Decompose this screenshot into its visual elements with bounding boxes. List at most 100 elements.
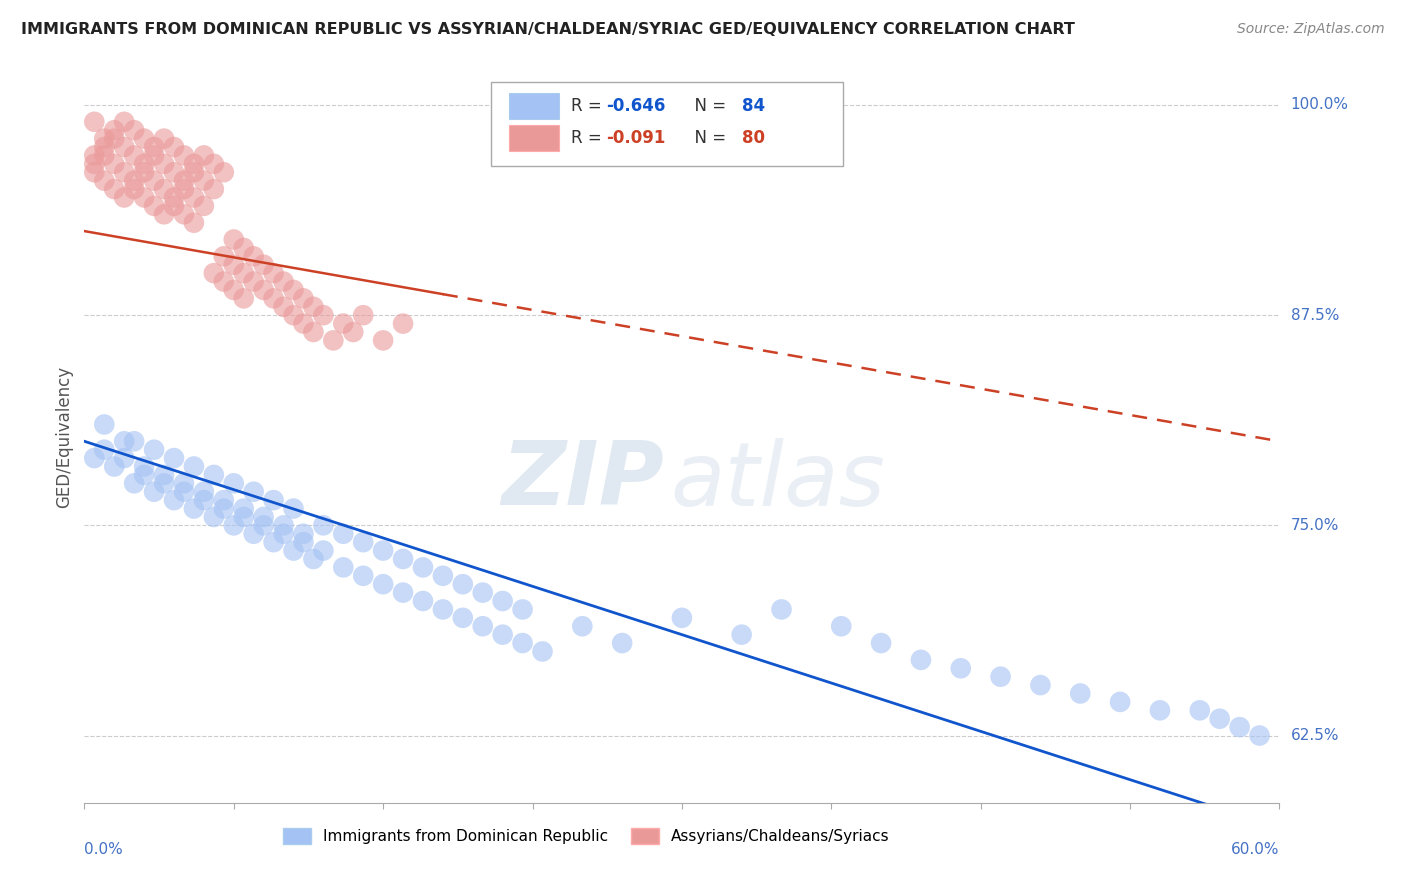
Point [153,207,176,221]
Point [93,131,115,145]
Point [232,501,254,516]
Point [1109,695,1132,709]
Point [990,670,1012,684]
Point [83,165,105,179]
Point [253,510,276,524]
Point [143,174,166,188]
Point [242,249,264,263]
Point [432,602,454,616]
Point [83,148,105,162]
Point [253,258,276,272]
Point [173,182,195,196]
Point [163,190,186,204]
Point [153,476,176,491]
Point [283,308,305,322]
Point [183,459,205,474]
Point [122,434,145,449]
Point [253,283,276,297]
Point [451,611,474,625]
Point [870,636,893,650]
Point [212,501,235,516]
Point [392,552,415,566]
Text: 75.0%: 75.0% [1291,518,1339,533]
Point [492,594,515,608]
Legend: Immigrants from Dominican Republic, Assyrians/Chaldeans/Syriacs: Immigrants from Dominican Republic, Assy… [277,822,896,850]
Point [571,619,593,633]
Point [342,325,364,339]
Point [212,275,235,289]
Point [112,434,135,449]
Point [202,266,225,280]
Point [103,123,125,137]
Point [949,661,972,675]
Point [471,619,494,633]
Text: R =: R = [571,129,607,147]
Point [183,216,205,230]
Point [103,131,125,145]
Point [352,535,374,549]
Point [312,308,335,322]
Point [332,526,354,541]
Point [83,157,105,171]
Point [1229,720,1251,734]
Point [1029,678,1052,692]
Text: 87.5%: 87.5% [1291,308,1339,323]
Point [263,493,285,508]
Point [193,484,215,499]
Point [612,636,634,650]
Text: 100.0%: 100.0% [1291,97,1348,112]
Text: IMMIGRANTS FROM DOMINICAN REPUBLIC VS ASSYRIAN/CHALDEAN/SYRIAC GED/EQUIVALENCY C: IMMIGRANTS FROM DOMINICAN REPUBLIC VS AS… [21,22,1076,37]
Point [143,140,166,154]
Point [122,182,145,196]
Point [253,518,276,533]
Point [671,611,693,625]
Point [202,157,225,171]
Point [122,476,145,491]
Point [193,493,215,508]
Point [112,140,135,154]
Point [312,518,335,533]
Point [132,459,156,474]
Text: N =: N = [685,96,731,115]
Point [531,644,554,658]
Point [163,199,186,213]
Point [143,199,166,213]
Point [273,275,295,289]
Point [222,233,245,247]
Point [103,459,125,474]
Point [412,560,434,574]
Point [492,627,515,641]
Point [302,552,325,566]
Point [731,627,754,641]
Point [153,157,176,171]
Point [222,258,245,272]
Point [132,131,156,145]
Point [283,501,305,516]
Point [173,476,195,491]
Point [193,199,215,213]
Point [212,493,235,508]
Point [432,569,454,583]
Point [322,334,344,348]
Point [212,249,235,263]
Point [302,300,325,314]
Point [132,157,156,171]
Point [263,266,285,280]
Point [103,182,125,196]
Point [83,115,105,129]
Point [512,602,534,616]
Point [93,148,115,162]
Point [412,594,434,608]
Text: N =: N = [685,129,731,147]
Point [202,467,225,482]
Point [232,266,254,280]
Text: -0.091: -0.091 [606,129,666,147]
Point [173,148,195,162]
Point [242,484,264,499]
Point [263,535,285,549]
Point [143,442,166,457]
Point [122,123,145,137]
Point [93,442,115,457]
Point [302,325,325,339]
Point [283,543,305,558]
